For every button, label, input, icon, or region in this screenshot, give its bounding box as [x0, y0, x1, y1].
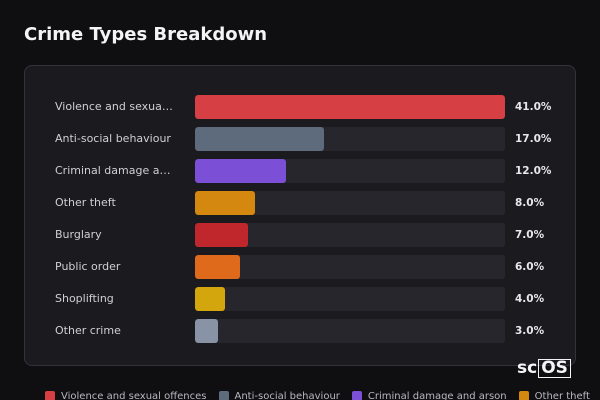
value-label: 3.0%: [515, 325, 545, 337]
bar: [195, 255, 241, 279]
logo-box: OS: [538, 358, 571, 378]
bar-track: [195, 159, 505, 183]
bar-track: [195, 223, 505, 247]
bar-track: [195, 287, 505, 311]
bar: [195, 159, 286, 183]
value-label: 8.0%: [515, 197, 545, 209]
value-label: 7.0%: [515, 229, 545, 241]
bar-track: [195, 95, 505, 119]
legend-item: Other theft: [518, 386, 590, 400]
value-label: 41.0%: [515, 101, 552, 113]
bar: [195, 191, 256, 215]
legend-label: Violence and sexual offences: [61, 390, 207, 400]
category-label: Anti-social behaviour: [55, 132, 171, 145]
category-label: Shoplifting: [55, 292, 114, 305]
value-label: 6.0%: [515, 261, 545, 273]
legend: Violence and sexual offences Anti-social …: [45, 386, 600, 400]
legend-item: Violence and sexual offences: [45, 386, 207, 400]
bar-track: [195, 191, 505, 215]
category-label: Violence and sexual offences: [55, 100, 173, 113]
bar: [195, 287, 226, 311]
legend-swatch: [351, 391, 362, 400]
category-label: Burglary: [55, 228, 102, 241]
value-label: 17.0%: [515, 133, 552, 145]
bar: [195, 127, 324, 151]
bar-track: [195, 255, 505, 279]
bar-track: [195, 319, 505, 343]
bar: [195, 223, 248, 247]
logo-text: sc: [517, 358, 538, 378]
legend-item: Criminal damage and arson: [351, 386, 507, 400]
category-label: Other theft: [55, 196, 116, 209]
bar-track: [195, 127, 505, 151]
legend-swatch: [518, 391, 529, 400]
chart-title: Crime Types Breakdown: [24, 24, 268, 45]
legend-swatch: [218, 391, 229, 400]
legend-swatch: [45, 391, 55, 400]
category-label: Other crime: [55, 324, 121, 337]
bar: [195, 95, 505, 119]
legend-label: Other theft: [534, 390, 590, 400]
legend-label: Anti-social behaviour: [234, 390, 340, 400]
value-label: 12.0%: [515, 165, 552, 177]
logo: sc OS: [517, 358, 571, 378]
category-label: Public order: [55, 260, 121, 273]
legend-label: Criminal damage and arson: [367, 390, 507, 400]
bar: [195, 319, 218, 343]
category-label: Criminal damage and arson: [55, 164, 173, 177]
value-label: 4.0%: [515, 293, 545, 305]
legend-item: Anti-social behaviour: [218, 386, 340, 400]
